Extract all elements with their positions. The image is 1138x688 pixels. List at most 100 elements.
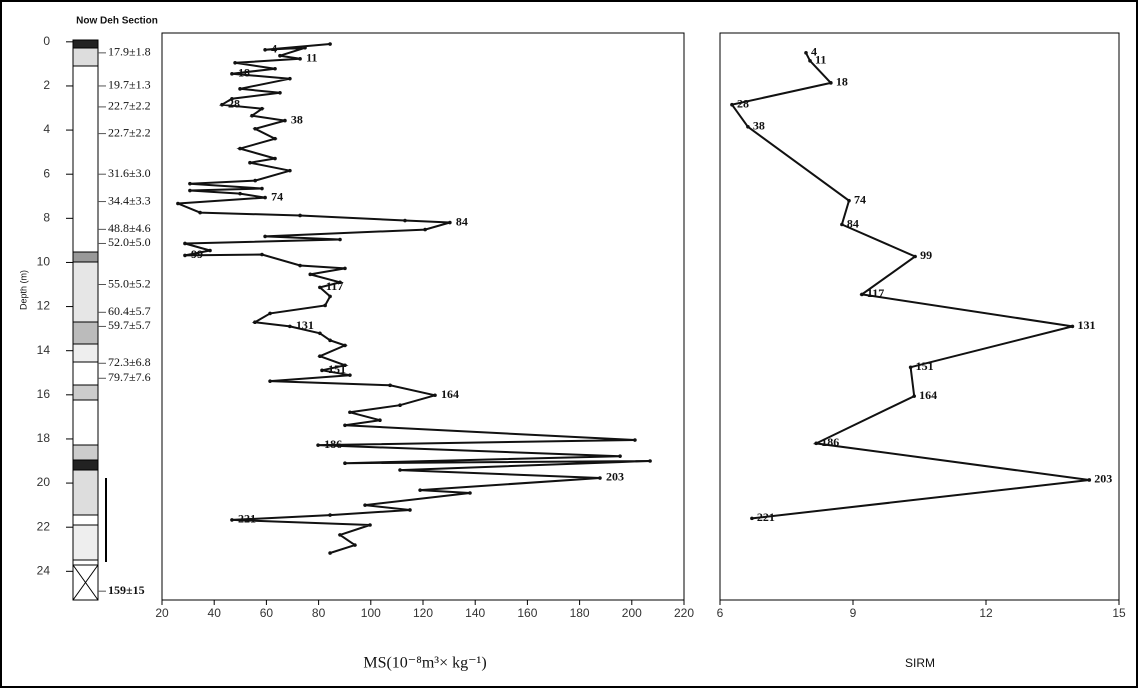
data-point — [308, 272, 313, 277]
data-point — [316, 443, 320, 447]
data-point — [730, 102, 734, 107]
x-tick-label: 80 — [312, 606, 326, 620]
x-tick-label: 160 — [517, 606, 537, 620]
data-point — [283, 118, 287, 123]
data-point — [320, 368, 324, 373]
data-point — [318, 354, 322, 359]
data-point — [238, 146, 242, 151]
annotation: 164 — [441, 387, 459, 401]
data-point — [403, 218, 407, 223]
age-label: 60.4±5.7 — [108, 304, 151, 318]
x-tick-label: 120 — [413, 606, 433, 620]
data-point — [398, 403, 402, 407]
sirm-panel — [719, 32, 1120, 601]
x-tick-label: 100 — [361, 606, 381, 620]
y-tick-label: 12 — [37, 299, 51, 313]
data-point — [253, 320, 257, 325]
data-point — [912, 394, 916, 398]
point-label: 164 — [919, 388, 937, 402]
data-point — [298, 57, 302, 61]
data-point — [188, 181, 192, 186]
data-point — [176, 201, 180, 206]
data-point — [253, 126, 257, 131]
data-point — [263, 195, 267, 200]
data-point — [398, 468, 402, 472]
y-tick-label: 6 — [43, 166, 50, 180]
point-label: 11 — [815, 53, 826, 67]
annotation: 99 — [191, 247, 203, 261]
point-label: 99 — [920, 248, 932, 262]
data-point — [233, 60, 237, 65]
data-point — [230, 72, 234, 76]
data-point — [808, 58, 812, 63]
y-tick-label: 8 — [43, 210, 50, 224]
data-point — [268, 311, 272, 316]
point-label: 131 — [1077, 318, 1095, 332]
x-axis-title: SIRM — [905, 656, 935, 670]
data-point — [238, 87, 242, 91]
data-point — [598, 476, 602, 480]
strat-column — [72, 39, 107, 601]
data-point — [288, 76, 292, 81]
y-tick-label: 22 — [37, 519, 51, 533]
data-point — [298, 263, 302, 268]
data-point — [648, 459, 652, 463]
data-point — [408, 508, 412, 512]
point-label: 38 — [753, 119, 765, 133]
y-tick-label: 2 — [43, 78, 50, 92]
data-point — [448, 220, 452, 225]
data-point — [633, 438, 637, 442]
data-point — [318, 331, 322, 336]
data-point — [363, 503, 367, 507]
data-point — [273, 66, 277, 71]
x-tick-label: 60 — [260, 606, 274, 620]
data-point — [328, 551, 332, 555]
data-point — [618, 454, 622, 458]
data-point — [829, 81, 833, 85]
x-tick-label: 20 — [155, 606, 169, 620]
data-point — [343, 343, 347, 348]
point-label: 151 — [916, 359, 934, 373]
data-point — [1087, 478, 1092, 482]
data-point — [814, 441, 819, 446]
point-label: 117 — [867, 286, 884, 300]
data-point — [804, 51, 808, 55]
x-tick-label: 9 — [850, 606, 857, 620]
y-tick-label: 0 — [43, 34, 50, 48]
age-label: 22.7±2.2 — [108, 99, 151, 113]
data-point — [278, 53, 282, 58]
age-label: 17.9±1.8 — [108, 45, 151, 59]
data-point — [338, 280, 342, 285]
data-point — [348, 373, 352, 377]
section-title: Now Deh Section — [76, 16, 158, 27]
data-point — [328, 42, 332, 46]
y-tick-label: 4 — [43, 122, 50, 136]
data-point — [273, 136, 277, 141]
data-point — [423, 227, 427, 232]
x-axis-title: MS(10⁻⁸m³× kg⁻¹) — [363, 655, 486, 672]
age-label: 31.6±3.0 — [108, 166, 151, 180]
age-label: 72.3±6.8 — [108, 355, 151, 369]
annotation: 38 — [291, 112, 303, 126]
data-point — [343, 423, 347, 428]
y-tick-label: 14 — [37, 343, 51, 357]
point-label: 28 — [737, 96, 749, 110]
x-tick-label: 15 — [1112, 606, 1126, 620]
annotation: 74 — [271, 189, 283, 203]
data-point — [198, 210, 202, 215]
annotation: 84 — [456, 214, 468, 228]
x-tick-label: 6 — [717, 606, 724, 620]
data-point — [260, 252, 264, 257]
data-point — [268, 379, 272, 383]
y-tick-label: 24 — [37, 563, 51, 577]
data-point — [250, 113, 254, 118]
data-point — [220, 102, 224, 107]
data-point — [750, 516, 754, 521]
point-label: 221 — [757, 510, 775, 524]
x-tick-label: 180 — [570, 606, 590, 620]
data-point — [343, 266, 347, 271]
y-tick-label: 20 — [37, 475, 51, 489]
y-tick-label: 18 — [37, 431, 51, 445]
